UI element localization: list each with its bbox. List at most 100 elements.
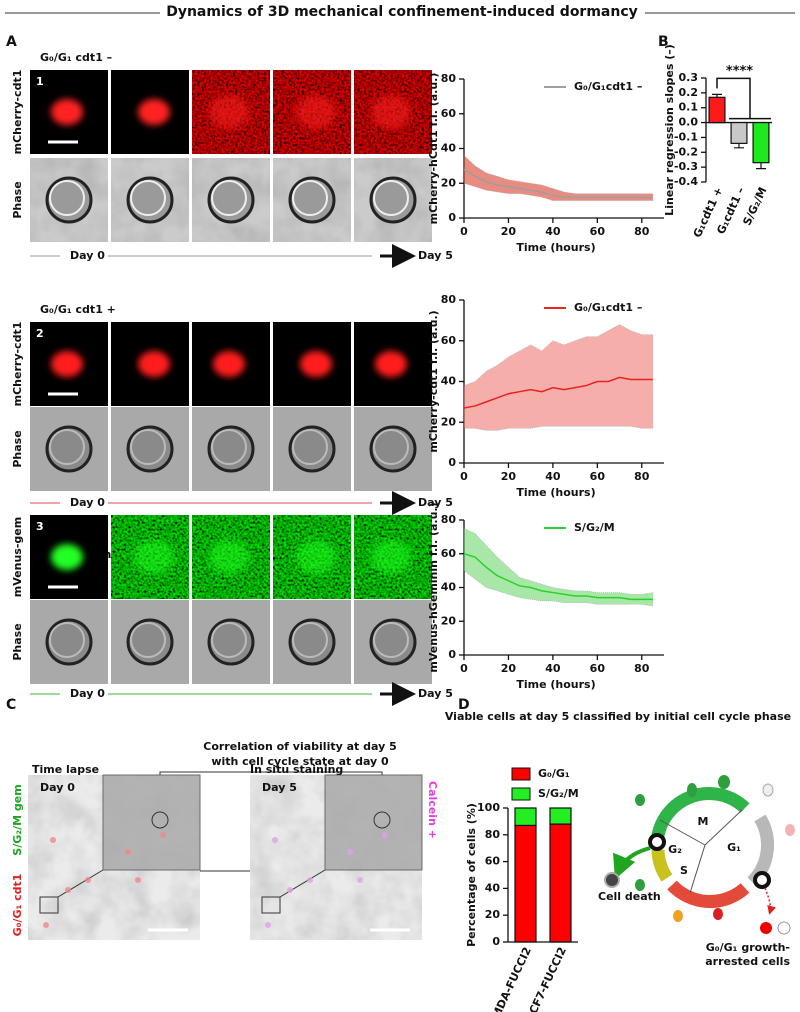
arrow-arrest (764, 887, 776, 915)
phase-cell-ring (292, 429, 328, 465)
cell-dot (65, 887, 71, 893)
y-axis-label: Percentage of cells (%) (465, 803, 478, 947)
arrested-label: G₀/G₁ growth- (706, 941, 790, 954)
channel-label: G₀/G₁ cdt1 (11, 874, 24, 937)
series-line (463, 376, 653, 409)
image-day: Day 5 (262, 781, 297, 794)
phase-cell-ring (211, 180, 247, 216)
phase-cell (369, 618, 417, 666)
cell-icon (635, 794, 645, 806)
caption: Correlation of viability at day 5 (203, 740, 396, 753)
y-tick-label: 80 (441, 293, 457, 306)
panel-label: D (458, 697, 470, 713)
cell-signal (51, 99, 83, 125)
y-tick-label: -0.4 (674, 175, 698, 188)
y-tick-label: 0.0 (679, 116, 699, 129)
y-tick-label: 0 (492, 935, 500, 948)
divider (689, 844, 706, 894)
phase-cell-ring (49, 180, 85, 216)
phase-cell-ring (373, 180, 409, 216)
cell-dot (265, 922, 271, 928)
image-title: Time lapse (32, 763, 99, 776)
row-number: 1 (36, 75, 44, 88)
phase-cell (126, 618, 174, 666)
divider (659, 819, 706, 846)
x-tick-label: 40 (545, 225, 561, 238)
chart-title: Viable cells at day 5 classified by init… (445, 710, 791, 723)
figure-title: Dynamics of 3D mechanical confinement-in… (166, 4, 638, 20)
arrested-cell (777, 921, 791, 935)
cell-cycle-diagram: M G₂ S G₁ Cell death G₀/G₁ growth- arres… (598, 775, 795, 968)
arc-g2 (651, 849, 673, 882)
cell-dot (357, 877, 363, 883)
y-tick-label: 40 (441, 581, 457, 594)
y-axis-label: mCherry-hCdt1 f.i. (a.u.) (427, 73, 440, 225)
y-tick-label: 100 (477, 801, 500, 814)
x-tick-label: 40 (545, 662, 561, 675)
arrow-death (613, 846, 651, 880)
row-header: G₀/G₁ cdt1 + (40, 303, 116, 316)
zoom-line (279, 869, 326, 898)
y-tick-label: -0.2 (674, 145, 698, 158)
x-axis-label: Time (hours) (516, 241, 595, 254)
y-tick-label: -0.1 (674, 130, 698, 143)
bar-segment (549, 807, 572, 825)
error-band (463, 527, 654, 607)
y-tick-label: 0 (448, 456, 456, 469)
cell-dot (50, 837, 56, 843)
arc-m (650, 787, 750, 846)
y-tick-label: 0 (448, 648, 456, 661)
zoom-box (39, 896, 59, 914)
legend-swatch (511, 767, 531, 781)
phase-cell-ring (130, 622, 166, 658)
cell-dot (382, 832, 388, 838)
y-tick-label: 80 (441, 513, 457, 526)
cell-signal (296, 540, 336, 574)
phase-cell-ring (373, 429, 409, 465)
cell-signal (371, 95, 411, 129)
cell-signal (138, 351, 170, 377)
error-band (463, 154, 654, 201)
x-tick-label: 20 (501, 470, 517, 483)
channel-label: Phase (11, 181, 24, 218)
cell-signal (209, 95, 249, 129)
cell-icon (635, 879, 645, 891)
phase-cell-ring (292, 622, 328, 658)
cell-dot (43, 922, 49, 928)
x-axis-label: Time (hours) (516, 678, 595, 691)
y-tick-label: 0 (448, 211, 456, 224)
y-axis-label: Linear regression slopes (–) (663, 44, 676, 216)
cell-dot (272, 837, 278, 843)
y-tick-label: 40 (485, 881, 501, 894)
phase-cell (207, 176, 255, 224)
phase-cell (288, 425, 336, 473)
arrested-cell (760, 922, 772, 934)
cell-signal (371, 540, 411, 574)
phase-label: G₂ (668, 843, 682, 856)
x-tick-label: 20 (501, 225, 517, 238)
legend-swatch (511, 787, 531, 801)
phase-cell-ring (49, 429, 85, 465)
roi (373, 811, 391, 829)
cell-dot (287, 887, 293, 893)
phase-cell-ring (130, 429, 166, 465)
phase-cell (207, 618, 255, 666)
phase-cell-ring (292, 180, 328, 216)
series-line (463, 168, 653, 198)
y-tick-label: 60 (441, 334, 457, 347)
x-tick-label: 80 (634, 225, 650, 238)
channel-label: mCherry-cdt1 (11, 322, 24, 407)
image-title: In situ staining (250, 763, 343, 776)
caption: with cell cycle state at day 0 (211, 755, 389, 768)
cell-icon (718, 775, 730, 789)
phase-cell (288, 176, 336, 224)
channel-label: mVenus-gem (11, 517, 24, 597)
cell-icon (762, 783, 774, 797)
dead-cell (604, 872, 620, 888)
phase-cell (369, 176, 417, 224)
phase-cell-ring (211, 429, 247, 465)
cell-icon (673, 910, 683, 922)
annotation: **** (726, 64, 753, 79)
phase-cell-ring (373, 622, 409, 658)
bar-segment (514, 807, 537, 827)
